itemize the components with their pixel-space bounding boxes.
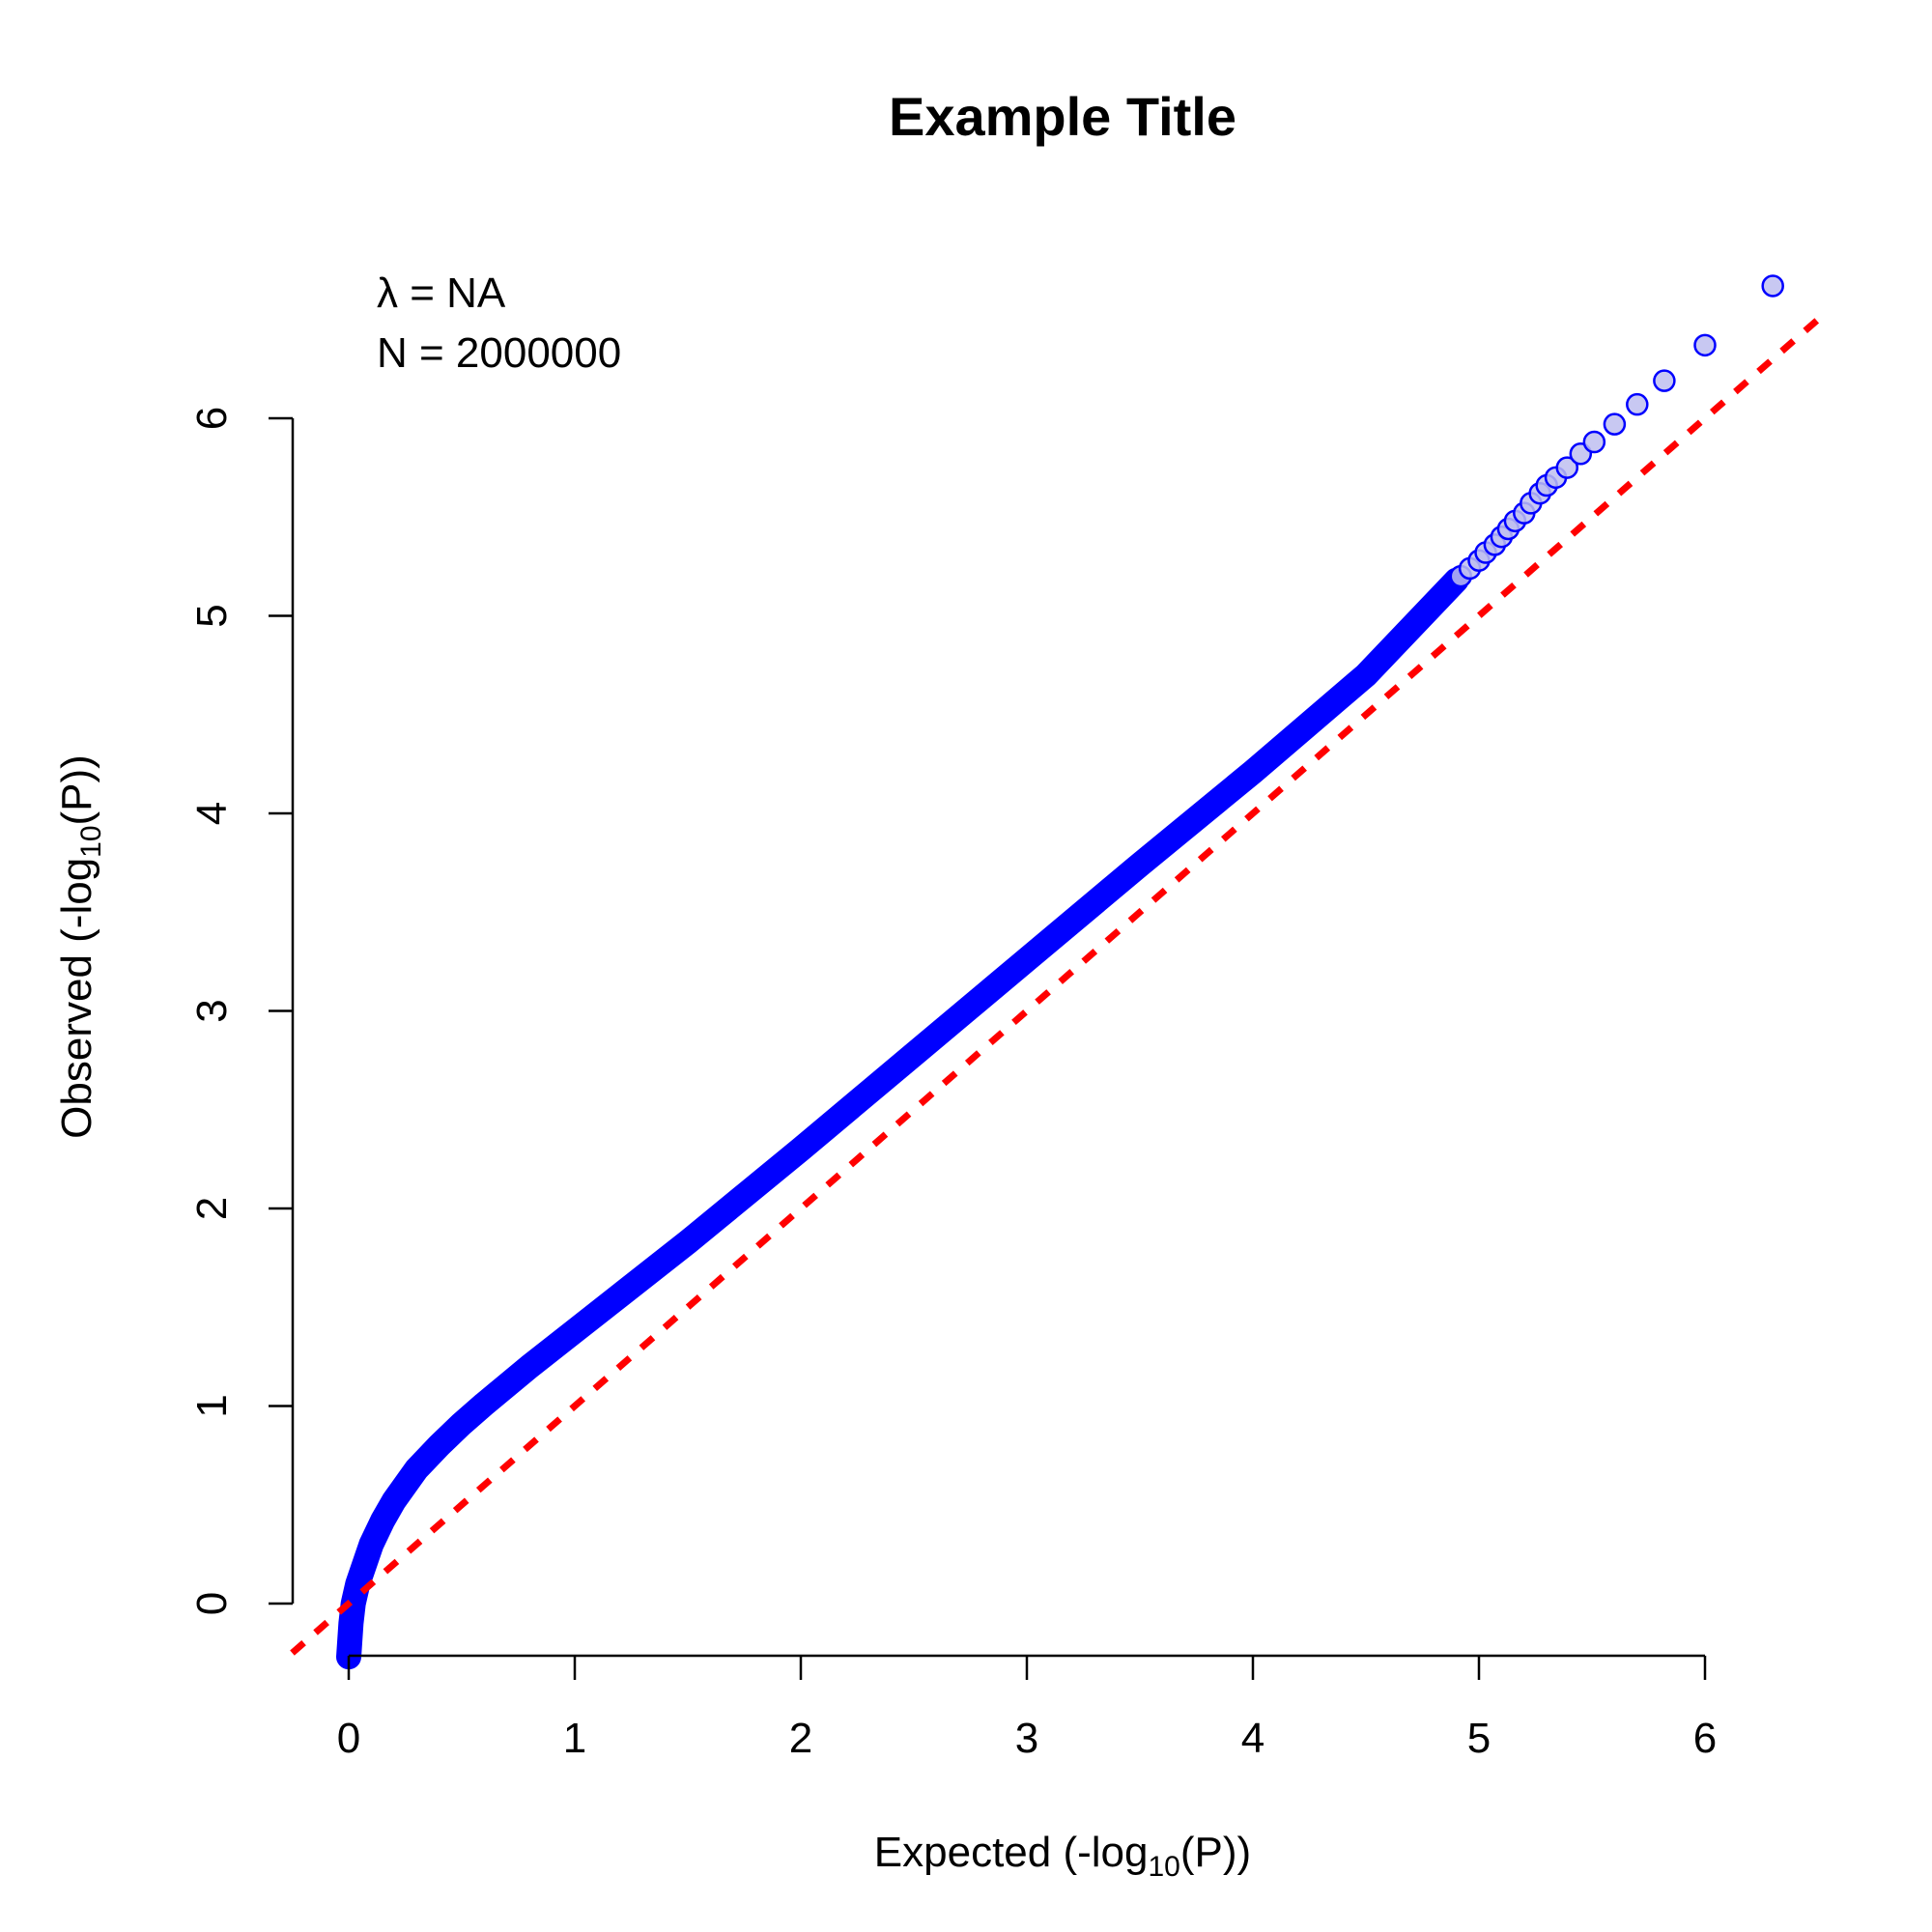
x-axis-label-prefix: Expected (-log [874, 1829, 1149, 1876]
y-axis-label-prefix: Observed (-log [53, 858, 100, 1139]
y-axis-ticks: 0 1 2 3 4 5 6 [188, 407, 293, 1615]
y-tick-label: 4 [188, 802, 236, 825]
observed-point [1653, 369, 1676, 392]
observed-point [1603, 412, 1627, 436]
x-tick-label: 3 [1015, 1715, 1038, 1762]
y-tick-label: 2 [188, 1197, 236, 1220]
y-tick-label: 1 [188, 1394, 236, 1417]
y-tick-label: 5 [188, 604, 236, 627]
y-tick-label: 0 [188, 1592, 236, 1615]
x-tick-label: 0 [337, 1715, 360, 1762]
n-annotation: N = 2000000 [377, 329, 621, 377]
observed-point [1693, 333, 1717, 357]
y-tick-label: 6 [188, 407, 236, 430]
lambda-annotation: λ = NA [377, 270, 506, 317]
observed-point [1555, 456, 1579, 479]
observed-point [1761, 274, 1784, 298]
x-tick-label: 1 [563, 1715, 586, 1762]
y-tick-label: 3 [188, 999, 236, 1022]
x-axis-ticks: 0 1 2 3 4 5 6 [337, 1656, 1717, 1762]
observed-point [1626, 392, 1649, 416]
y-axis-label-suffix: (P)) [53, 754, 100, 825]
plot-area [290, 274, 1821, 1670]
x-axis-label-subscript: 10 [1149, 1851, 1180, 1883]
observed-point [1582, 430, 1606, 454]
y-axis-label: Observed (-log10(P)) [53, 754, 107, 1139]
chart-title: Example Title [889, 86, 1236, 147]
observed-points-band [336, 567, 1469, 1670]
x-axis-label: Expected (-log10(P)) [874, 1829, 1251, 1883]
x-tick-label: 2 [789, 1715, 812, 1762]
reference-line [290, 317, 1821, 1656]
x-tick-label: 6 [1693, 1715, 1717, 1762]
x-axis-label-suffix: (P)) [1180, 1829, 1251, 1876]
x-tick-label: 4 [1241, 1715, 1264, 1762]
y-axis-label-subscript: 10 [75, 825, 107, 857]
x-tick-label: 5 [1467, 1715, 1491, 1762]
